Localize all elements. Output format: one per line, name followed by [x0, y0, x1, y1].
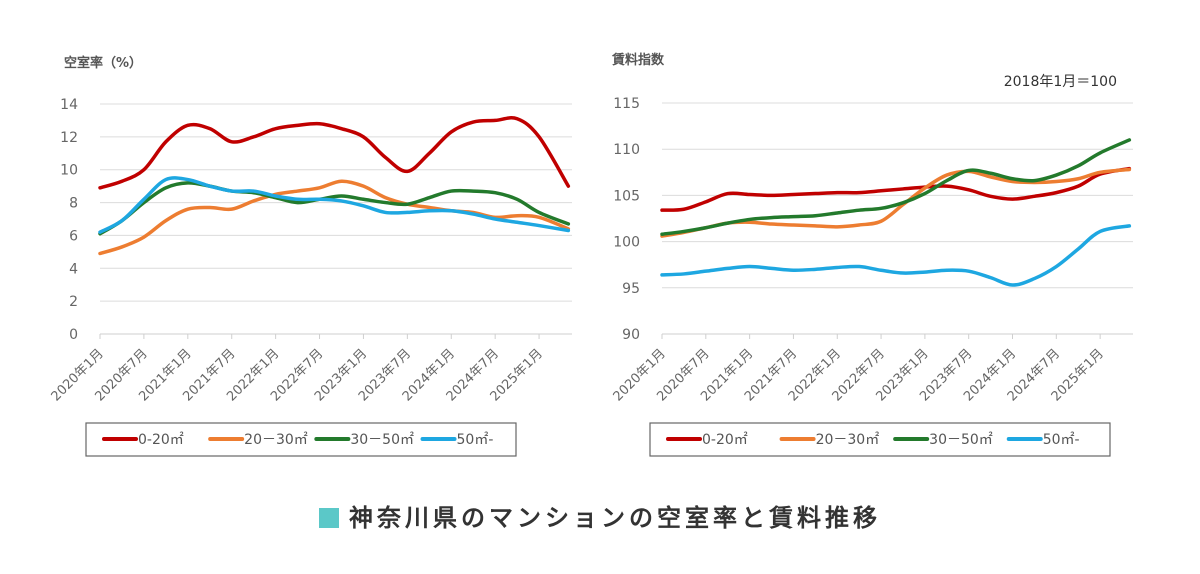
- y-tick-label: 115: [613, 96, 640, 112]
- legend: 0-20㎡ 20－30㎡ 30－50㎡ 50㎡-: [649, 422, 1111, 457]
- legend-label-4: 50㎡-: [1043, 432, 1080, 448]
- y-tick-label: 105: [613, 188, 640, 204]
- y-tick-label: 6: [69, 228, 78, 244]
- y-tick-label: 90: [622, 327, 640, 343]
- y-tick-label: 2: [69, 294, 78, 310]
- page-title: 神奈川県のマンションの空室率と賃料推移: [0, 498, 1200, 533]
- series-line-3: [660, 138, 1132, 236]
- legend-label-2: 20－30㎡: [816, 432, 880, 448]
- y-axis-title: 賃料指数: [611, 52, 665, 68]
- series-line-4: [660, 224, 1132, 287]
- legend-label-4: 50㎡-: [457, 432, 494, 448]
- series-line-4: [98, 176, 571, 234]
- y-tick-label: 100: [613, 235, 640, 251]
- y-tick-label: 8: [69, 196, 78, 212]
- chart-2: 賃料指数2018年1月＝10090951001051101152020年1月20…: [611, 52, 1133, 457]
- series-line-3: [98, 181, 571, 236]
- y-tick-label: 95: [622, 281, 640, 297]
- title-text: 神奈川県のマンションの空室率と賃料推移: [349, 504, 881, 532]
- y-tick-label: 10: [60, 163, 78, 179]
- y-tick-label: 110: [613, 142, 640, 158]
- y-tick-label: 4: [69, 261, 78, 277]
- y-tick-label: 14: [60, 97, 78, 113]
- legend-label-1: 0-20㎡: [138, 432, 184, 448]
- series-line-2: [660, 167, 1132, 238]
- y-tick-label: 12: [60, 130, 78, 146]
- legend-label-3: 30－50㎡: [929, 432, 993, 448]
- y-axis-title: 空室率（%）: [64, 55, 142, 71]
- legend-label-1: 0-20㎡: [702, 432, 748, 448]
- series-line-1: [660, 166, 1132, 212]
- series-line-1: [98, 116, 571, 190]
- index-base-note: 2018年1月＝100: [1004, 74, 1117, 90]
- title-square-icon: [319, 508, 339, 528]
- legend-label-2: 20－30㎡: [244, 432, 308, 448]
- legend: 0-20㎡ 20－30㎡ 30－50㎡ 50㎡-: [85, 422, 517, 457]
- y-tick-label: 0: [69, 327, 78, 343]
- chart-1: 空室率（%）024681012142020年1月2020年7月2021年1月20…: [49, 55, 572, 457]
- legend-label-3: 30－50㎡: [350, 432, 414, 448]
